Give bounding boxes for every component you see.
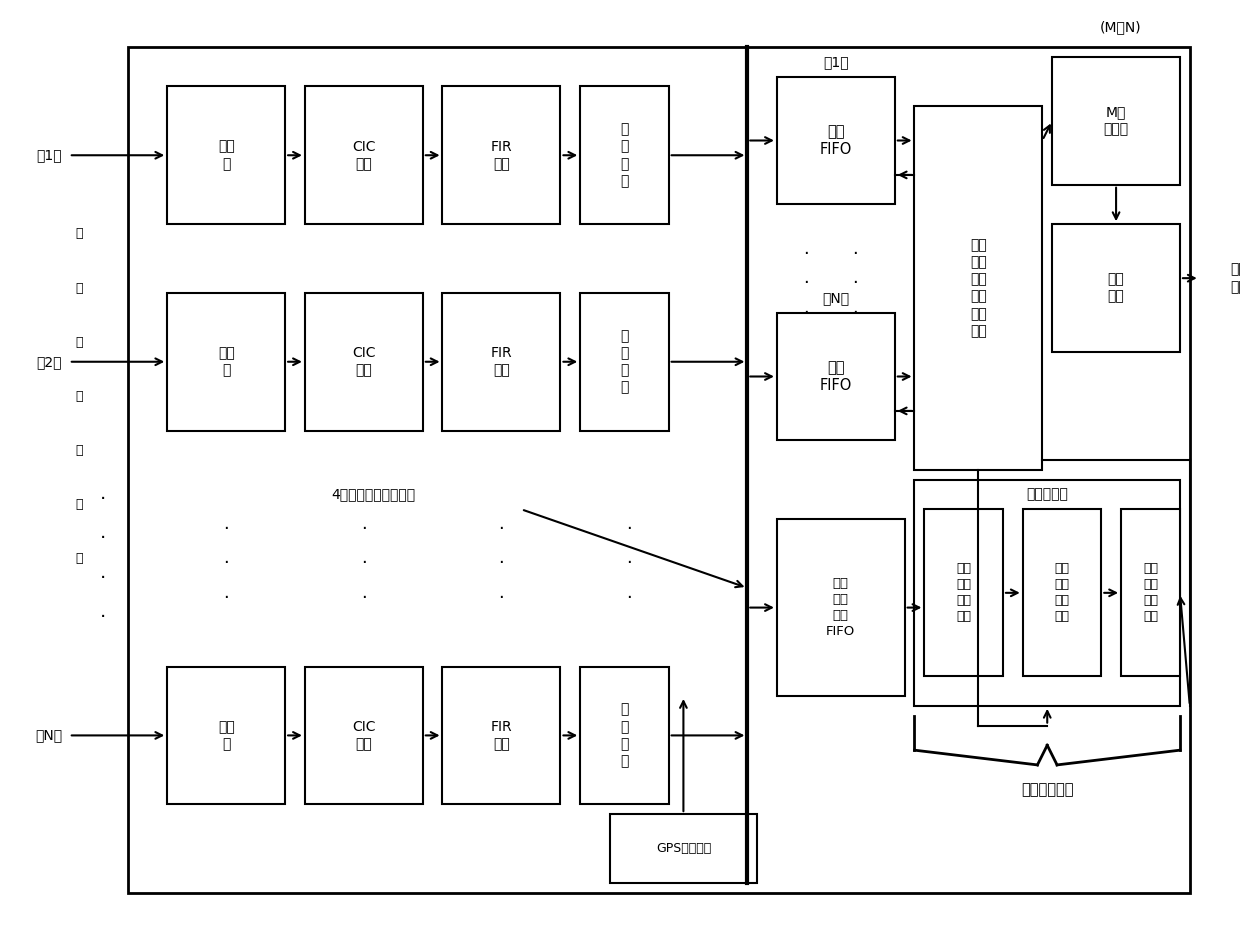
Text: 下变
频: 下变 频	[218, 346, 234, 378]
Text: 能
量
检
测: 能 量 检 测	[620, 123, 629, 188]
Bar	[305, 86, 423, 224]
Text: 多: 多	[74, 228, 82, 241]
Bar	[167, 667, 285, 804]
Text: 療2路: 療2路	[36, 354, 62, 369]
Bar	[443, 293, 560, 431]
Text: ·: ·	[100, 529, 107, 549]
Text: 下变
频: 下变 频	[218, 140, 234, 171]
Text: ·: ·	[223, 554, 229, 572]
Bar	[167, 86, 285, 224]
Bar	[1023, 510, 1101, 676]
Text: ·: ·	[100, 490, 107, 509]
Bar	[776, 76, 895, 205]
Text: ·: ·	[853, 274, 858, 292]
Text: 高速
频率
相关
补偿: 高速 频率 相关 补偿	[956, 563, 971, 623]
Text: 下变
频: 下变 频	[218, 720, 234, 751]
Text: ·: ·	[223, 520, 229, 538]
Text: 合路
组包: 合路 组包	[1107, 272, 1125, 304]
Bar	[610, 814, 758, 883]
Text: ·: ·	[626, 520, 632, 538]
Text: 療1路: 療1路	[36, 148, 62, 162]
Text: 开环
定时
相位
检浌: 开环 定时 相位 检浌	[1054, 563, 1069, 623]
Text: 入: 入	[74, 551, 82, 565]
Bar	[924, 510, 1003, 676]
Text: FIR
滤波: FIR 滤波	[491, 720, 512, 751]
Text: ·: ·	[361, 554, 367, 572]
Bar	[776, 519, 905, 696]
Text: ·: ·	[626, 589, 632, 606]
Bar	[128, 47, 1190, 893]
Text: 療N路: 療N路	[822, 291, 849, 305]
Bar	[776, 312, 895, 441]
Text: CIC
抽取: CIC 抽取	[352, 140, 376, 171]
Text: ·: ·	[804, 274, 810, 292]
Text: 高速处理部分: 高速处理部分	[1021, 782, 1074, 797]
Text: ·: ·	[361, 520, 367, 538]
Bar	[443, 667, 560, 804]
Text: (M＜N): (M＜N)	[1100, 20, 1142, 34]
Text: 療N路: 療N路	[36, 728, 63, 742]
Bar	[1053, 57, 1180, 185]
Text: ·: ·	[498, 589, 505, 606]
Text: 通: 通	[74, 282, 82, 295]
Text: ·: ·	[853, 245, 858, 262]
Text: 能
量
检
测: 能 量 检 测	[620, 329, 629, 394]
Text: 能
量
检
测: 能 量 检 测	[620, 702, 629, 768]
Text: ·: ·	[361, 589, 367, 606]
Text: 延时
FIFO: 延时 FIFO	[820, 124, 852, 157]
Text: 道: 道	[74, 336, 82, 349]
Bar	[914, 480, 1180, 706]
Text: 療1路: 療1路	[823, 55, 848, 69]
Text: 帧头预处理: 帧头预处理	[1027, 487, 1068, 501]
Text: ·: ·	[804, 303, 810, 322]
Text: M个
解调器: M个 解调器	[1104, 105, 1128, 137]
Bar	[167, 293, 285, 431]
Bar	[580, 86, 668, 224]
Text: FIR
滤波: FIR 滤波	[491, 346, 512, 378]
Text: 接口
输出: 接口 输出	[1230, 262, 1240, 294]
Text: 帧头
合路
存储
FIFO: 帧头 合路 存储 FIFO	[826, 578, 856, 638]
Text: ·: ·	[853, 303, 858, 322]
Bar	[1053, 224, 1180, 352]
Text: 频: 频	[74, 444, 82, 457]
Bar	[580, 667, 668, 804]
Text: ·: ·	[100, 608, 107, 627]
Text: 输: 输	[74, 498, 82, 511]
Text: ·: ·	[223, 589, 229, 606]
Bar	[305, 293, 423, 431]
Text: ·: ·	[626, 554, 632, 572]
Text: FIR
滤波: FIR 滤波	[491, 140, 512, 171]
Text: CIC
抽取: CIC 抽取	[352, 720, 376, 751]
Text: ·: ·	[100, 568, 107, 588]
Bar	[914, 106, 1043, 470]
Text: ·: ·	[804, 245, 810, 262]
Bar	[443, 86, 560, 224]
Bar	[580, 293, 668, 431]
Text: ·: ·	[498, 520, 505, 538]
Text: ·: ·	[498, 554, 505, 572]
Text: 有效
通道
号和
解调
方式
选择: 有效 通道 号和 解调 方式 选择	[970, 238, 987, 339]
Text: 4倍符号速率采样总线: 4倍符号速率采样总线	[331, 487, 415, 501]
Bar	[305, 667, 423, 804]
Bar	[1121, 510, 1180, 676]
Text: 中: 中	[74, 390, 82, 403]
Text: 延时
FIFO: 延时 FIFO	[820, 360, 852, 393]
Text: 双正
交译
码和
判决: 双正 交译 码和 判决	[1143, 563, 1158, 623]
Text: GPS时标输入: GPS时标输入	[656, 842, 711, 855]
Text: CIC
抽取: CIC 抽取	[352, 346, 376, 378]
